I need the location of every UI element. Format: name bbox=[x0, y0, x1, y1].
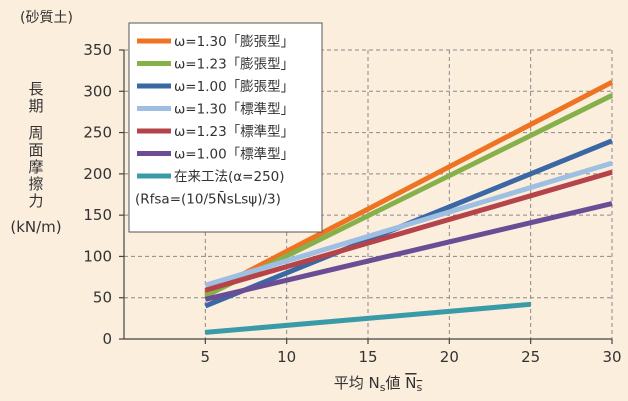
x-label-sub: s bbox=[380, 381, 386, 394]
y-tick-label-300: 300 bbox=[83, 82, 112, 100]
y-tick-label-100: 100 bbox=[83, 247, 112, 265]
series-line-7 bbox=[205, 301, 531, 335]
legend-label-7: 在来工法(α=250) bbox=[174, 169, 285, 185]
series-line-5 bbox=[204, 169, 613, 293]
x-tick-label-20: 20 bbox=[440, 348, 459, 366]
series-lines bbox=[204, 79, 614, 335]
x-label-mid: 値 bbox=[385, 374, 405, 392]
series-line-4 bbox=[204, 160, 613, 288]
x-label-over-sub: s bbox=[417, 381, 423, 394]
y-tick-label-50: 50 bbox=[93, 289, 112, 307]
legend: ω=1.30「膨張型」 ω=1.23「膨張型」 ω=1.00「膨張型」 ω=1.30「… bbox=[128, 22, 323, 233]
y-axis-label-char-0: 長 bbox=[28, 80, 43, 98]
legend-note: (Rfsa=(10/5N̄sLsψ)/3) bbox=[135, 190, 281, 207]
x-tick-label-10: 10 bbox=[277, 348, 296, 366]
y-axis-label-char-6: 擦 bbox=[28, 175, 43, 193]
x-label-over: N bbox=[405, 374, 416, 392]
y-axis-label-char-5: 摩 bbox=[28, 158, 43, 176]
y-tick-label-0: 0 bbox=[102, 330, 112, 348]
y-axis-label-char-1: 期 bbox=[28, 97, 43, 115]
y-axis-label-char-7: 力 bbox=[28, 192, 43, 210]
x-label-prefix: 平均 N bbox=[334, 374, 380, 392]
legend-label-2: ω=1.23「膨張型」 bbox=[174, 57, 294, 73]
legend-label-1: ω=1.30「膨張型」 bbox=[174, 34, 294, 50]
y-tick-label-150: 150 bbox=[83, 206, 112, 224]
y-tick-label-200: 200 bbox=[83, 165, 112, 183]
legend-label-3: ω=1.00「膨張型」 bbox=[174, 79, 294, 95]
legend-label-4: ω=1.30「標準型」 bbox=[174, 102, 294, 118]
x-tick-label-30: 30 bbox=[602, 348, 621, 366]
series-line-1 bbox=[204, 79, 614, 296]
legend-box bbox=[128, 22, 323, 233]
axes bbox=[119, 49, 613, 344]
legend-label-6: ω=1.00「標準型」 bbox=[174, 147, 294, 163]
x-tick-label-25: 25 bbox=[521, 348, 540, 366]
chart-title: (砂質土) bbox=[20, 10, 73, 26]
x-tick-label-5: 5 bbox=[201, 348, 211, 366]
x-axis-label: 平均 Ns値 Ns bbox=[334, 374, 423, 394]
y-tick-label-250: 250 bbox=[83, 124, 112, 142]
y-axis-label-char-3: 周 bbox=[28, 124, 43, 142]
y-axis-label-char-4: 面 bbox=[28, 141, 43, 159]
series-line-6 bbox=[204, 201, 613, 302]
x-axis-label: 平均 Ns値 Ns bbox=[334, 374, 423, 394]
legend-label-5: ω=1.23「標準型」 bbox=[174, 124, 294, 140]
y-axis-unit: (kN/m) bbox=[10, 218, 61, 236]
x-tick-label-15: 15 bbox=[358, 348, 377, 366]
y-tick-label-350: 350 bbox=[83, 41, 112, 59]
